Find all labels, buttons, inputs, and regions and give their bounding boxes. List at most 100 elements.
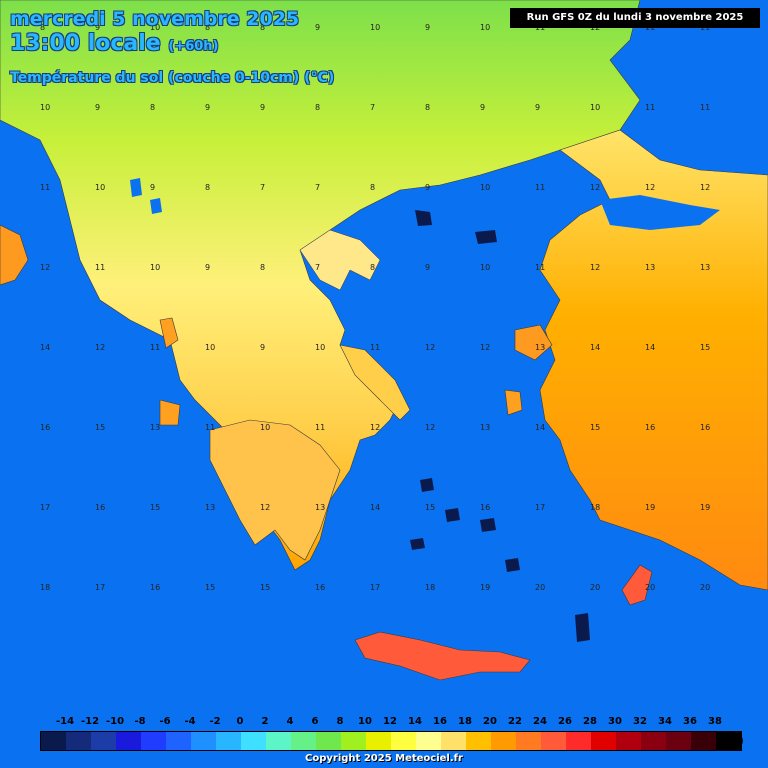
temperature-value: 20 [535,583,545,592]
legend-tick-label: 30 [608,716,622,727]
temperature-value: 10 [590,103,600,112]
land-turkey [539,129,768,591]
legend-swatch [191,732,216,750]
temperature-value: 15 [95,423,105,432]
lake-prespa [150,198,162,214]
temperature-value: 12 [590,263,600,272]
temperature-value: 16 [150,583,160,592]
legend-swatch [266,732,291,750]
legend-swatch [41,732,66,750]
legend-tick-label: 8 [336,716,344,727]
temperature-value: 9 [95,23,100,32]
temperature-value: 17 [95,583,105,592]
temperature-value: 11 [370,343,380,352]
legend-tick-label: 2 [261,716,269,727]
temperature-value: 12 [480,343,490,352]
temperature-value: 9 [535,103,540,112]
temperature-value: 10 [480,263,490,272]
legend-swatch [466,732,491,750]
temperature-value: 12 [425,423,435,432]
lake-ohrid [130,178,142,197]
temperature-value: 17 [535,503,545,512]
temperature-value: 9 [315,23,320,32]
temperature-value: 8 [370,183,375,192]
temperature-value: 18 [40,583,50,592]
temperature-value: 9 [205,263,210,272]
temperature-value: 10 [260,423,270,432]
island-cyclades-3 [480,518,496,532]
temperature-value: 8 [205,183,210,192]
temperature-value: 10 [315,343,325,352]
temperature-value: 8 [40,23,45,32]
temperature-value: 10 [480,23,490,32]
legend-tick-label: 14 [408,716,422,727]
legend-tick-label: 18 [458,716,472,727]
temperature-value: 10 [40,103,50,112]
legend-swatch [416,732,441,750]
temperature-value: 15 [590,423,600,432]
legend-swatch [116,732,141,750]
temperature-value: 12 [700,183,710,192]
legend-swatch [141,732,166,750]
temperature-value: 18 [590,503,600,512]
forecast-lead: (+60h) [168,39,219,54]
land-crete [354,631,531,681]
temperature-value: 8 [260,23,265,32]
temperature-value: 18 [425,583,435,592]
legend-swatch [241,732,266,750]
legend-tick-label: -4 [184,716,196,727]
legend-swatch [491,732,516,750]
temperature-value: 9 [150,183,155,192]
legend-tick-label: 20 [483,716,497,727]
temperature-value: 12 [95,343,105,352]
temperature-value: 11 [40,183,50,192]
temperature-value: 8 [425,103,430,112]
legend-unit: (°C) [724,736,744,747]
temperature-value: 13 [480,423,490,432]
temperature-value: 16 [645,423,655,432]
legend-tick-label: 22 [508,716,522,727]
temperature-value: 10 [205,343,215,352]
temperature-value: 8 [205,23,210,32]
temperature-value: 20 [590,583,600,592]
temperature-value: 11 [205,423,215,432]
temperature-value: 10 [150,23,160,32]
island-lemnos [475,230,497,244]
legend-tick-label: 0 [236,716,244,727]
temperature-value: 14 [645,343,655,352]
copyright: Copyright 2025 Meteociel.fr [305,753,463,764]
temperature-value: 15 [260,583,270,592]
legend-swatch [716,732,741,750]
temperature-value: 11 [645,103,655,112]
land-corfu [159,317,179,349]
temperature-value: 14 [370,503,380,512]
temperature-value: 9 [205,103,210,112]
run-info-box: Run GFS 0Z du lundi 3 novembre 2025 [510,8,760,28]
legend-swatch [291,732,316,750]
legend-swatch [691,732,716,750]
temperature-value: 20 [645,583,655,592]
legend-tick-label: 34 [658,716,672,727]
temperature-value: 11 [535,263,545,272]
temperature-value: 7 [315,263,320,272]
island-cyclades-5 [410,538,425,550]
legend-swatch [91,732,116,750]
legend-swatch [591,732,616,750]
temperature-value: 7 [315,183,320,192]
island-thasos [415,210,432,226]
land-balkans-greece [0,0,641,571]
forecast-time-value: 13:00 locale [10,31,161,56]
temperature-value: 15 [205,583,215,592]
temperature-value: 9 [95,103,100,112]
temperature-value: 13 [535,343,545,352]
temperature-value: 9 [260,103,265,112]
temperature-value: 8 [370,263,375,272]
legend-tick-label: -12 [80,716,100,727]
temperature-value: 16 [480,503,490,512]
temperature-value: 15 [425,503,435,512]
temperature-value: 16 [315,583,325,592]
temperature-value: 12 [40,263,50,272]
legend-swatch [516,732,541,750]
temperature-value: 14 [590,343,600,352]
island-cyclades-4 [505,558,520,572]
